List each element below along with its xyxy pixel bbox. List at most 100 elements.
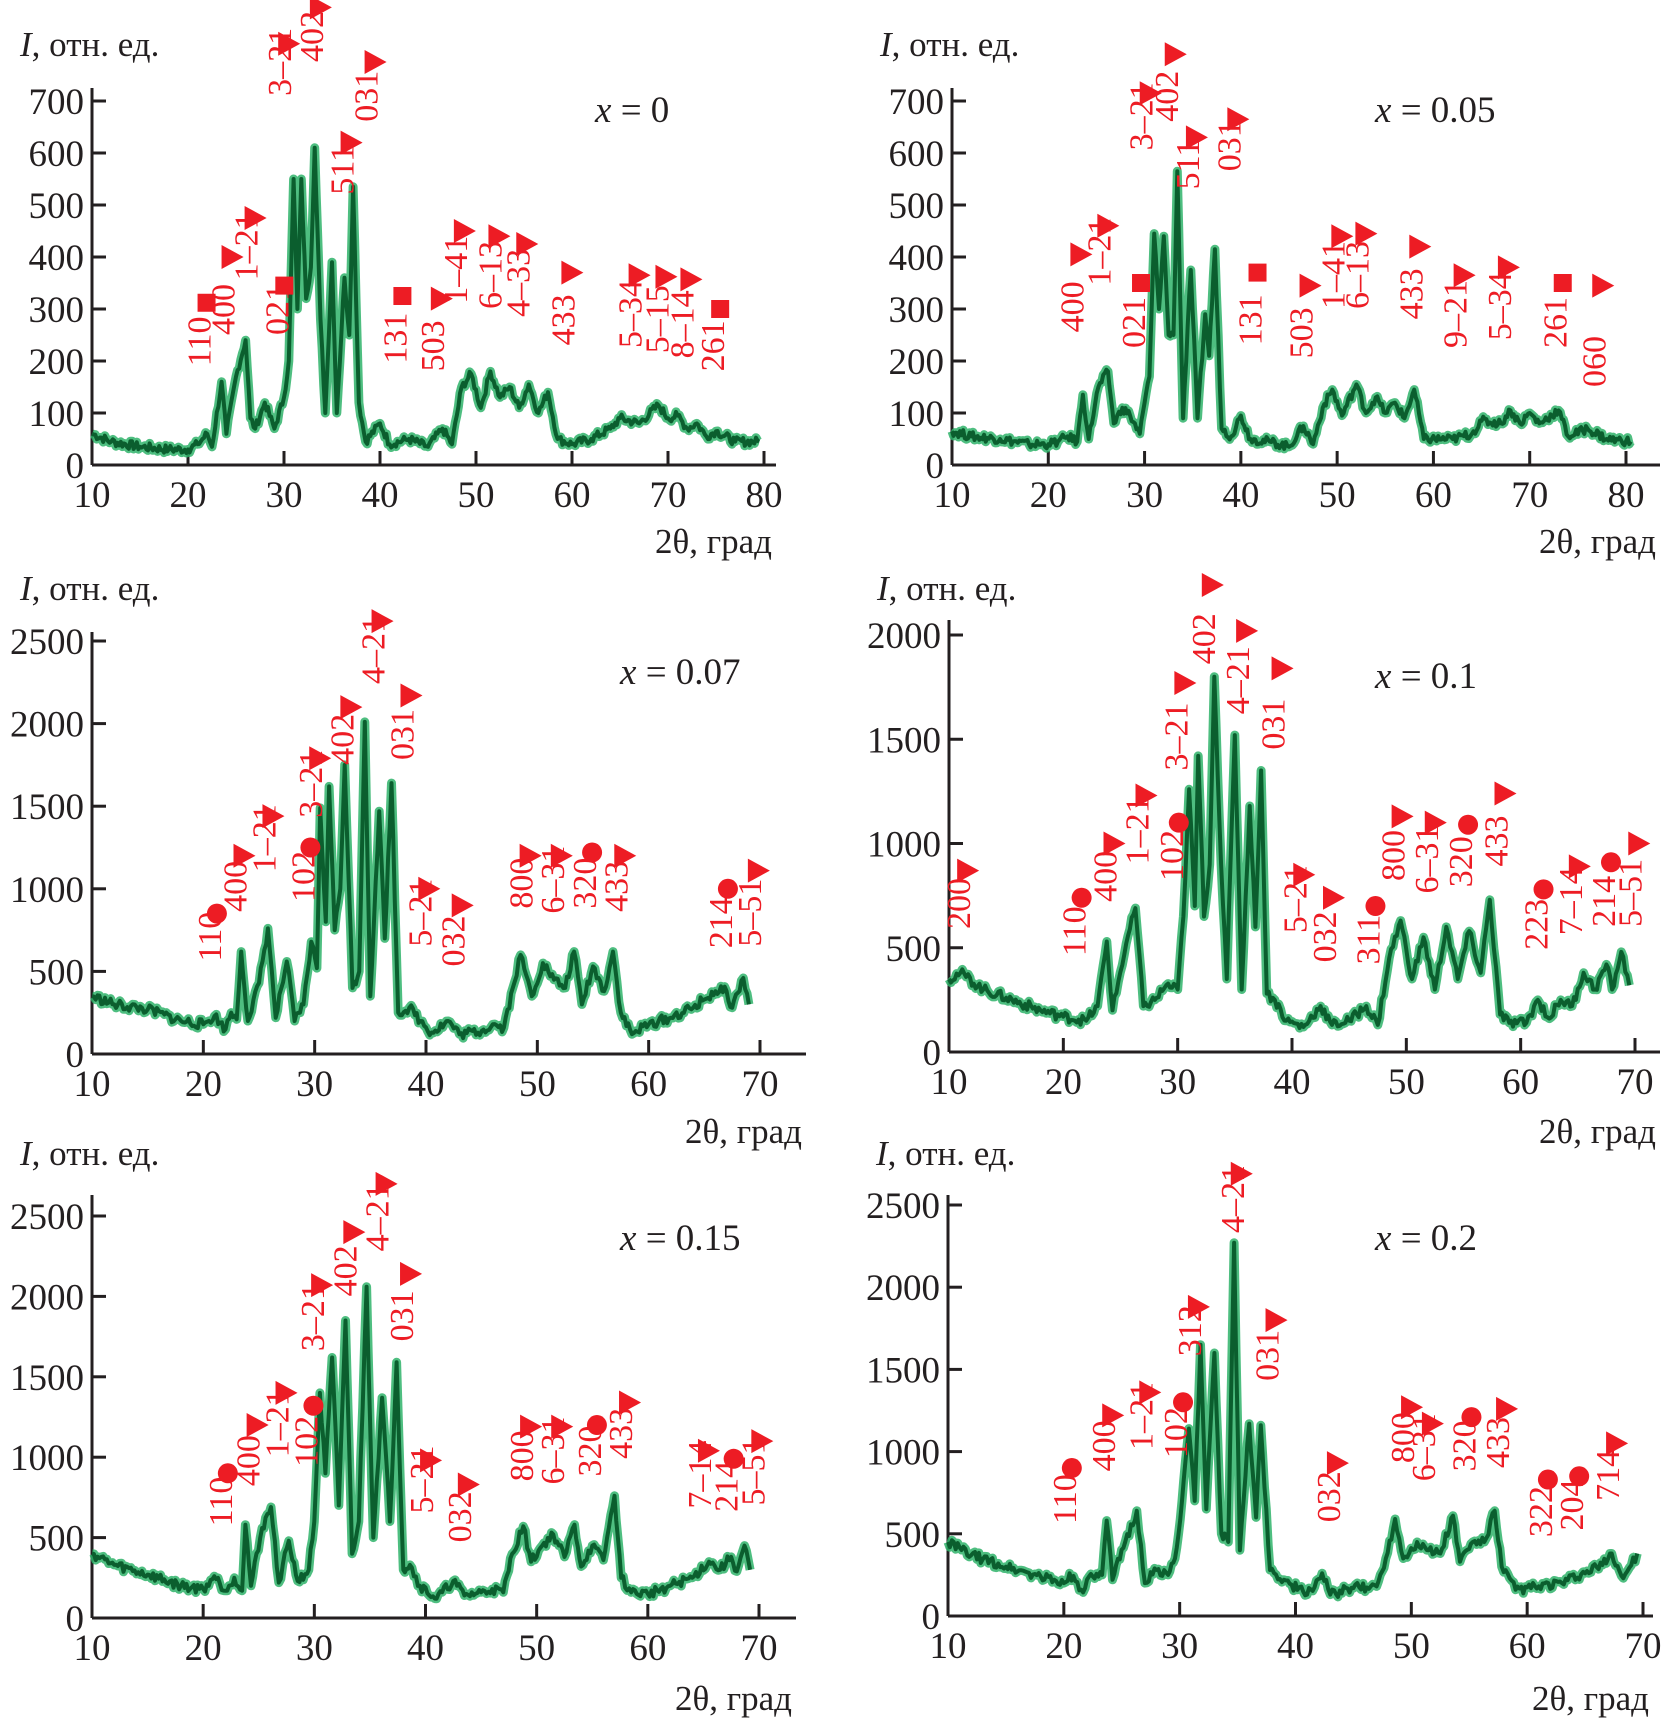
- circle-marker-icon: [300, 837, 321, 858]
- x-tick-label: 60: [554, 475, 591, 516]
- y-tick-label: 2000: [10, 1277, 84, 1318]
- y-tick-label: 700: [29, 82, 85, 123]
- y-axis-title-symbol: I: [19, 569, 34, 608]
- reflection-annotation: 214: [1586, 852, 1623, 927]
- reflection-annotation: 031: [1256, 656, 1294, 750]
- x-axis-title: 2θ, град: [675, 1679, 792, 1718]
- reflection-annotation: 511: [1170, 125, 1208, 189]
- y-axis-title-units: , отн. ед.: [32, 569, 160, 608]
- triangle-marker-icon: [1135, 783, 1158, 808]
- triangle-marker-icon: [1323, 885, 1346, 910]
- reflection-annotation: 503: [1284, 273, 1322, 358]
- hkl-label: 4–33: [500, 249, 537, 317]
- x-tick-label: 60: [1502, 1062, 1539, 1103]
- hkl-label: 400: [1086, 1420, 1123, 1471]
- reflection-annotation: 214: [709, 1448, 746, 1512]
- hkl-label: 5–15: [639, 285, 676, 353]
- circle-marker-icon: [1365, 896, 1386, 917]
- panel-title: x = 0.1: [1374, 656, 1477, 697]
- square-marker-icon: [711, 300, 730, 318]
- reflection-annotation: 5–51: [735, 1429, 774, 1505]
- triangle-marker-icon: [418, 876, 441, 901]
- triangle-marker-icon: [221, 245, 244, 269]
- reflection-annotation: 400: [1086, 1403, 1125, 1471]
- hkl-label: 7–14: [1553, 867, 1590, 935]
- reflection-annotation: 400: [1087, 831, 1126, 902]
- y-tick-label: 500: [29, 952, 85, 993]
- reflection-annotation: 6–31: [535, 843, 573, 914]
- panel-title-variable: x: [1374, 1218, 1392, 1259]
- reflection-annotation: 433: [1480, 1396, 1519, 1468]
- xrd-panel: 0 100 200 300 400 500 600 700 10 20 30 40 50 60 70 80 I,…: [879, 25, 1660, 561]
- y-tick-label: 2500: [10, 622, 84, 663]
- circle-marker-icon: [1071, 887, 1092, 908]
- triangle-marker-icon: [680, 267, 703, 292]
- hkl-label: 032: [436, 915, 473, 966]
- x-tick-label: 60: [629, 1628, 666, 1669]
- square-marker-icon: [197, 293, 216, 312]
- triangle-marker-icon: [1102, 1403, 1125, 1428]
- hkl-label: 204: [1554, 1480, 1591, 1531]
- reflection-annotation: 5–34: [1482, 255, 1520, 340]
- xrd-trace-halo: [943, 1238, 1642, 1602]
- hkl-label: 402: [1149, 71, 1186, 122]
- circle-marker-icon: [723, 1448, 744, 1469]
- hkl-label: 320: [572, 1425, 609, 1476]
- reflection-annotation: 110: [1047, 1458, 1084, 1524]
- reflection-annotation: 5–21: [402, 876, 441, 947]
- triangle-marker-icon: [262, 804, 285, 829]
- x-tick-label: 10: [74, 475, 111, 516]
- reflection-annotation: 320: [1443, 814, 1480, 887]
- triangle-marker-icon: [1070, 242, 1093, 267]
- y-axis-title: I, отн. ед.: [879, 25, 1019, 64]
- reflection-annotation: 402: [294, 0, 332, 62]
- y-tick-label: 2000: [866, 1268, 940, 1309]
- hkl-label: 433: [1479, 815, 1516, 866]
- hkl-label: 800: [1376, 830, 1413, 881]
- circle-marker-icon: [1533, 879, 1554, 900]
- reflection-annotation: 5–21: [404, 1445, 443, 1513]
- panel-title: x = 0.07: [619, 652, 741, 693]
- y-axis-title-symbol: I: [19, 25, 34, 64]
- triangle-marker-icon: [1139, 81, 1162, 106]
- reflection-annotation: 402: [1186, 572, 1224, 664]
- hkl-label: 5–51: [732, 879, 769, 947]
- xrd-panel: 0 500 1000 1500 2000 2500 10 20 30 40 50 60 70 I, отн…: [10, 569, 806, 1151]
- reflection-annotation: 110: [192, 903, 229, 961]
- triangle-marker-icon: [340, 130, 363, 155]
- x-tick-label: 10: [74, 1064, 111, 1105]
- triangle-marker-icon: [614, 843, 637, 868]
- y-tick-label: 2000: [867, 616, 941, 657]
- x-tick-label: 80: [1608, 475, 1645, 516]
- reflection-annotation: 021: [1116, 274, 1153, 348]
- hkl-label: 110: [1047, 1474, 1084, 1524]
- x-tick-label: 50: [519, 1064, 556, 1105]
- y-tick-label: 500: [29, 186, 85, 227]
- reflection-annotation: 400: [218, 843, 256, 912]
- y-tick-label: 1000: [867, 825, 941, 866]
- y-tick-label: 400: [889, 238, 945, 279]
- hkl-label: 8–14: [664, 290, 701, 358]
- triangle-marker-icon: [364, 50, 387, 74]
- xrd-trace: [947, 674, 1632, 1031]
- reflection-annotation: 4–21: [1220, 618, 1259, 714]
- hkl-label: 9–21: [1438, 280, 1475, 348]
- hkl-label: 031: [349, 71, 386, 122]
- reflection-annotation: 320: [1446, 1407, 1483, 1471]
- triangle-marker-icon: [655, 264, 678, 289]
- hkl-label: 102: [285, 851, 322, 902]
- triangle-marker-icon: [371, 609, 394, 634]
- reflection-annotation: 032: [442, 1472, 480, 1542]
- triangle-marker-icon: [1355, 221, 1378, 246]
- hkl-label: 032: [1307, 911, 1344, 962]
- circle-marker-icon: [1458, 814, 1479, 835]
- y-tick-label: 500: [889, 186, 945, 227]
- reflection-annotation: 5–51: [1612, 831, 1651, 927]
- reflection-annotation: 1–21: [260, 1380, 298, 1457]
- y-axis-title-symbol: I: [876, 569, 891, 608]
- reflection-annotation: 4–21: [1215, 1161, 1253, 1233]
- x-tick-label: 30: [266, 475, 303, 516]
- y-tick-label: 0: [66, 1035, 85, 1076]
- reflection-annotation: 433: [1393, 234, 1432, 319]
